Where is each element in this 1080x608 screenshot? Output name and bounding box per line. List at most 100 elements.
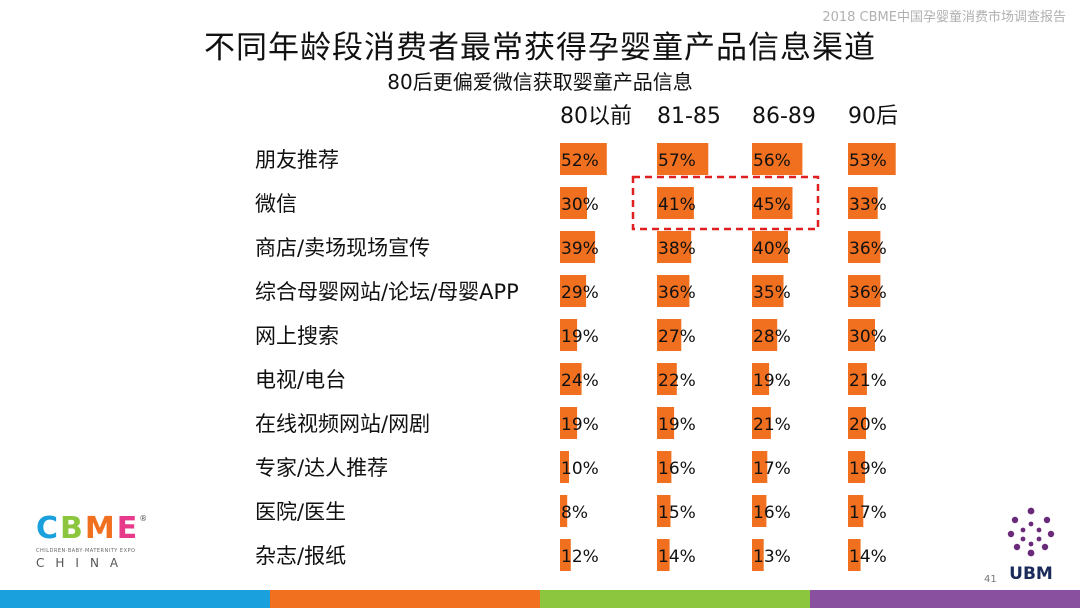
- bar-3-1: [848, 187, 878, 219]
- value-label-1-2: 38%: [658, 239, 696, 259]
- value-label-0-0: 52%: [561, 151, 599, 171]
- value-label-0-3: 29%: [561, 283, 599, 303]
- bar-0-7: [560, 451, 569, 483]
- value-label-0-2: 39%: [561, 239, 599, 259]
- value-label-1-4: 27%: [658, 327, 696, 347]
- value-label-0-6: 19%: [561, 415, 599, 435]
- logo-letter-b: B: [60, 511, 83, 546]
- series-header-0: 80以前: [560, 104, 632, 129]
- bar-0-4: [560, 319, 578, 351]
- category-label-8: 医院/医生: [255, 500, 346, 524]
- value-label-1-1: 41%: [658, 195, 696, 215]
- value-label-3-3: 36%: [849, 283, 887, 303]
- bar-3-7: [848, 451, 866, 483]
- bar-1-5: [657, 363, 677, 395]
- value-label-3-4: 30%: [849, 327, 887, 347]
- footer-segment-orange: [270, 590, 540, 608]
- value-label-0-1: 30%: [561, 195, 599, 215]
- category-label-5: 电视/电台: [255, 368, 346, 392]
- value-label-1-3: 36%: [658, 283, 696, 303]
- value-label-0-5: 24%: [561, 371, 599, 391]
- category-label-0: 朋友推荐: [255, 148, 339, 172]
- value-label-2-2: 40%: [753, 239, 791, 259]
- logo-letter-e: E: [116, 511, 138, 546]
- value-label-2-8: 16%: [753, 503, 791, 523]
- value-label-1-5: 22%: [658, 371, 696, 391]
- bar-1-8: [657, 495, 671, 527]
- category-label-7: 专家/达人推荐: [255, 456, 388, 480]
- category-label-3: 综合母婴网站/论坛/母婴APP: [255, 280, 519, 304]
- bar-3-3: [848, 275, 881, 307]
- logo-letter-c: C: [36, 511, 59, 546]
- value-label-2-5: 19%: [753, 371, 791, 391]
- bar-0-2: [560, 231, 596, 263]
- logo-china-text: CHINA: [36, 556, 130, 570]
- value-label-3-2: 36%: [849, 239, 887, 259]
- bar-3-8: [848, 495, 864, 527]
- ubm-label: UBM: [1009, 564, 1053, 584]
- value-label-3-1: 33%: [849, 195, 887, 215]
- bar-2-2: [752, 231, 788, 263]
- bar-2-5: [752, 363, 770, 395]
- value-label-2-9: 13%: [753, 547, 791, 567]
- bar-3-0: [848, 143, 896, 175]
- bar-1-4: [657, 319, 682, 351]
- bar-0-5: [560, 363, 582, 395]
- bar-2-7: [752, 451, 768, 483]
- bar-0-3: [560, 275, 587, 307]
- chart-title: 不同年龄段消费者最常获得孕婴童产品信息渠道: [204, 30, 876, 66]
- bar-1-1: [657, 187, 694, 219]
- bar-0-0: [560, 143, 607, 175]
- value-label-1-7: 16%: [658, 459, 696, 479]
- value-label-3-0: 53%: [849, 151, 887, 171]
- value-label-0-4: 19%: [561, 327, 599, 347]
- series-header-1: 81-85: [657, 104, 721, 129]
- highlight-box: [631, 175, 820, 231]
- page-number: 41: [984, 574, 997, 585]
- bar-chart: 80以前 81-85 86-89 90后朋友推荐微信商店/卖场现场宣传综合母婴网站/论…: [255, 104, 898, 571]
- category-label-1: 微信: [255, 192, 297, 216]
- value-label-2-1: 45%: [753, 195, 791, 215]
- bar-0-9: [560, 539, 571, 571]
- bar-2-9: [752, 539, 764, 571]
- footer-color-bar: [0, 590, 1080, 608]
- bar-0-6: [560, 407, 578, 439]
- category-label-2: 商店/卖场现场宣传: [255, 236, 430, 260]
- bar-3-9: [848, 539, 861, 571]
- header-report-note: 2018 CBME中国孕婴童消费市场调查报告: [822, 10, 1066, 25]
- value-label-1-8: 15%: [658, 503, 696, 523]
- series-header-2: 86-89: [752, 104, 816, 129]
- footer-segment-blue: [0, 590, 270, 608]
- value-label-2-4: 28%: [753, 327, 791, 347]
- value-label-3-6: 20%: [849, 415, 887, 435]
- bar-1-7: [657, 451, 672, 483]
- bar-1-2: [657, 231, 692, 263]
- cbme-logo: C B M E ® CHILDREN·BABY·MATERNITY EXPO C…: [36, 514, 166, 576]
- value-label-3-8: 17%: [849, 503, 887, 523]
- category-label-4: 网上搜索: [255, 324, 339, 348]
- bar-3-4: [848, 319, 875, 351]
- ubm-logo: UBM: [996, 506, 1066, 586]
- bar-2-6: [752, 407, 771, 439]
- logo-letter-m: M: [84, 511, 115, 546]
- bar-3-5: [848, 363, 867, 395]
- series-header-3: 90后: [848, 104, 898, 129]
- ubm-dots-icon: [1007, 507, 1055, 557]
- bar-2-1: [752, 187, 793, 219]
- bar-0-1: [560, 187, 587, 219]
- value-label-2-0: 56%: [753, 151, 791, 171]
- bar-1-3: [657, 275, 690, 307]
- bar-1-9: [657, 539, 670, 571]
- cbme-logo-letters: C B M E ®: [36, 514, 166, 544]
- value-label-0-9: 12%: [561, 547, 599, 567]
- bar-1-0: [657, 143, 709, 175]
- value-label-1-6: 19%: [658, 415, 696, 435]
- value-label-1-9: 14%: [658, 547, 696, 567]
- chart-subtitle: 80后更偏爱微信获取婴童产品信息: [387, 70, 693, 94]
- value-label-3-7: 19%: [849, 459, 887, 479]
- category-label-6: 在线视频网站/网剧: [255, 412, 430, 436]
- value-label-2-3: 35%: [753, 283, 791, 303]
- bar-3-6: [848, 407, 866, 439]
- bar-2-0: [752, 143, 803, 175]
- bar-1-6: [657, 407, 675, 439]
